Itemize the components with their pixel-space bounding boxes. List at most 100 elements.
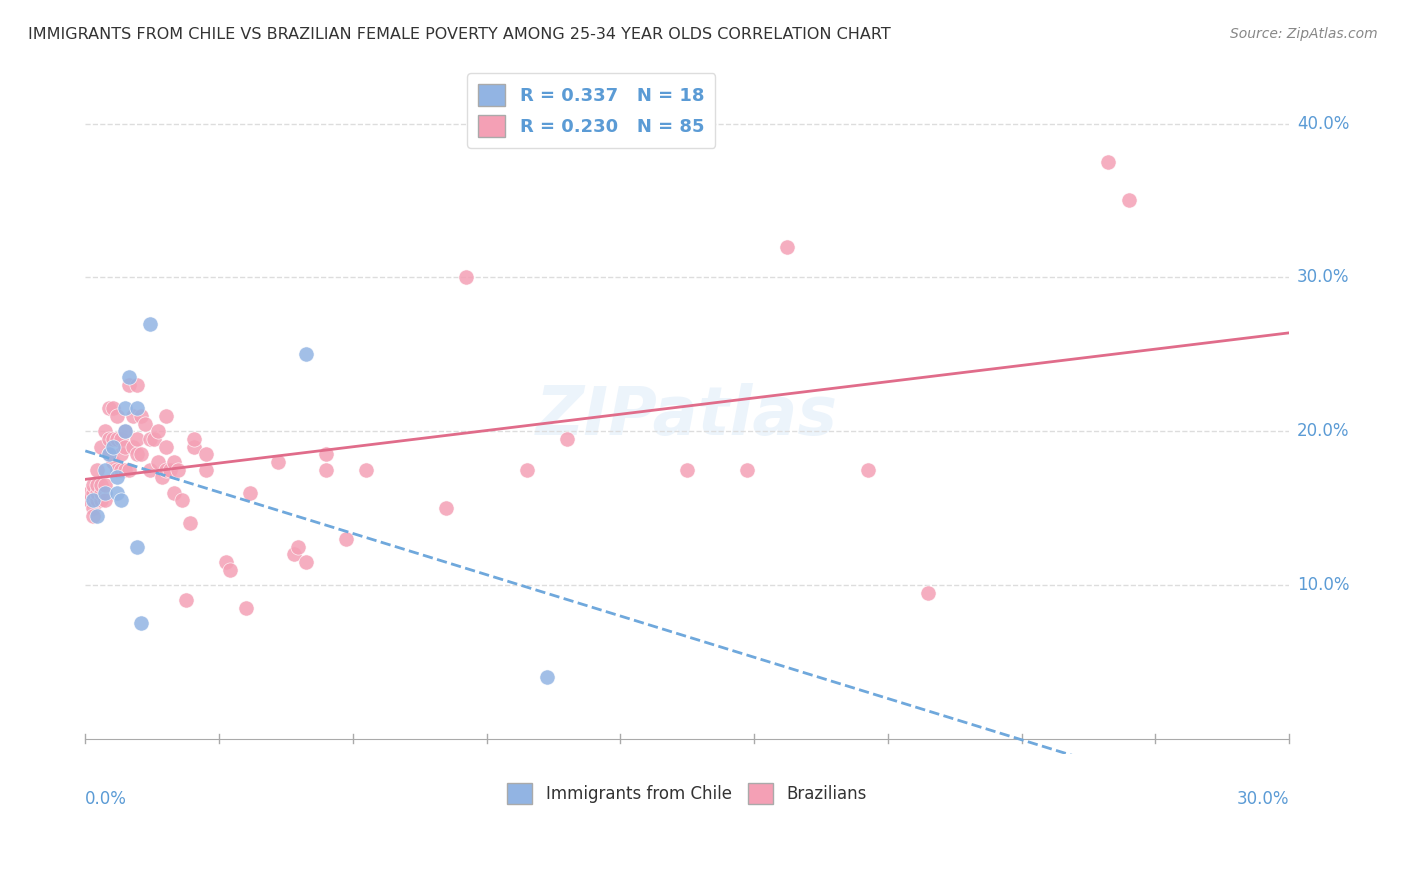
Point xyxy=(456,270,478,285)
Point xyxy=(105,485,128,500)
Point xyxy=(354,463,377,477)
Point xyxy=(90,485,112,500)
Point xyxy=(82,493,104,508)
Point xyxy=(110,463,132,477)
Point xyxy=(676,463,699,477)
Text: 30.0%: 30.0% xyxy=(1298,268,1350,286)
Text: 30.0%: 30.0% xyxy=(1236,789,1289,807)
Point xyxy=(105,432,128,446)
Point xyxy=(103,440,125,454)
Point xyxy=(82,501,104,516)
Point xyxy=(86,463,108,477)
Point xyxy=(170,493,193,508)
Point xyxy=(138,432,160,446)
Point xyxy=(267,455,290,469)
Point xyxy=(118,463,141,477)
Point xyxy=(179,516,201,531)
Point xyxy=(131,409,153,423)
Point xyxy=(218,563,240,577)
Point xyxy=(127,447,149,461)
Point xyxy=(98,447,121,461)
Point xyxy=(82,485,104,500)
Point xyxy=(194,463,217,477)
Point xyxy=(82,478,104,492)
Point xyxy=(86,478,108,492)
Point xyxy=(150,470,173,484)
Point xyxy=(239,485,262,500)
Point xyxy=(98,447,121,461)
Point xyxy=(283,547,305,561)
Point xyxy=(79,493,101,508)
Point xyxy=(103,455,125,469)
Point xyxy=(127,401,149,416)
Text: Source: ZipAtlas.com: Source: ZipAtlas.com xyxy=(1230,27,1378,41)
Point xyxy=(146,424,169,438)
Text: 40.0%: 40.0% xyxy=(1298,114,1350,133)
Point xyxy=(146,455,169,469)
Point xyxy=(335,532,357,546)
Point xyxy=(122,409,145,423)
Point xyxy=(105,409,128,423)
Point xyxy=(295,347,318,361)
Point xyxy=(86,493,108,508)
Point xyxy=(127,432,149,446)
Point xyxy=(142,432,165,446)
Point xyxy=(105,463,128,477)
Point xyxy=(127,540,149,554)
Point xyxy=(131,616,153,631)
Point xyxy=(155,409,177,423)
Point xyxy=(114,463,136,477)
Point xyxy=(98,432,121,446)
Point xyxy=(155,440,177,454)
Point xyxy=(138,317,160,331)
Text: 10.0%: 10.0% xyxy=(1298,576,1350,594)
Point xyxy=(86,508,108,523)
Point xyxy=(436,501,458,516)
Text: ZIPatlas: ZIPatlas xyxy=(536,383,838,449)
Point xyxy=(103,432,125,446)
Point xyxy=(90,440,112,454)
Point xyxy=(90,493,112,508)
Point xyxy=(114,424,136,438)
Point xyxy=(105,470,128,484)
Point xyxy=(287,540,309,554)
Point xyxy=(86,485,108,500)
Point xyxy=(114,424,136,438)
Point xyxy=(94,463,117,477)
Point xyxy=(159,463,181,477)
Point xyxy=(127,378,149,392)
Point xyxy=(174,593,197,607)
Point xyxy=(118,370,141,384)
Text: 20.0%: 20.0% xyxy=(1298,422,1350,441)
Point xyxy=(555,432,578,446)
Point xyxy=(516,463,538,477)
Point xyxy=(1097,155,1119,169)
Point xyxy=(110,493,132,508)
Point xyxy=(110,447,132,461)
Legend: Immigrants from Chile, Brazilians: Immigrants from Chile, Brazilians xyxy=(498,773,877,814)
Point xyxy=(215,555,238,569)
Point xyxy=(103,401,125,416)
Point xyxy=(94,493,117,508)
Point xyxy=(856,463,879,477)
Point xyxy=(162,485,184,500)
Point xyxy=(90,478,112,492)
Point xyxy=(114,440,136,454)
Point xyxy=(737,463,759,477)
Point xyxy=(110,432,132,446)
Point xyxy=(134,417,156,431)
Point xyxy=(138,463,160,477)
Point xyxy=(162,455,184,469)
Point xyxy=(131,447,153,461)
Point xyxy=(315,447,337,461)
Point xyxy=(155,463,177,477)
Point xyxy=(79,485,101,500)
Point xyxy=(235,601,257,615)
Point xyxy=(94,478,117,492)
Point xyxy=(118,378,141,392)
Point xyxy=(917,585,939,599)
Point xyxy=(315,463,337,477)
Point xyxy=(776,239,799,253)
Point xyxy=(166,463,188,477)
Point xyxy=(183,432,205,446)
